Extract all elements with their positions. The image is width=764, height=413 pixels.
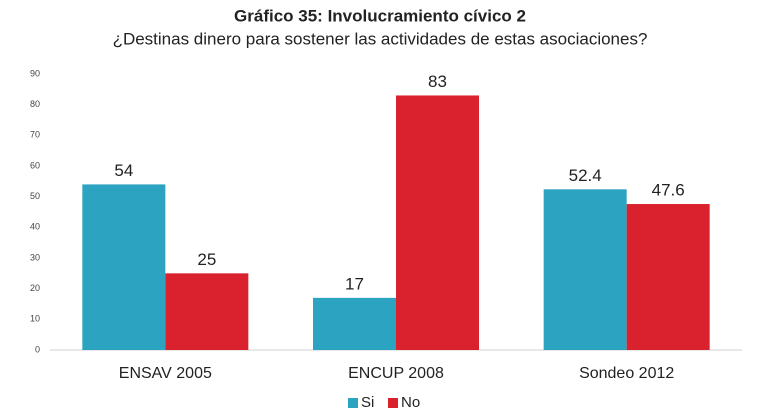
y-tick-label: 10 — [30, 314, 40, 324]
bar — [396, 95, 479, 350]
y-tick-label: 20 — [30, 283, 40, 293]
y-tick-label: 30 — [30, 252, 40, 262]
bar — [82, 184, 166, 350]
x-tick-label: ENCUP 2008 — [348, 365, 444, 382]
legend-label: No — [401, 394, 420, 411]
chart-subtitle: ¿Destinas dinero para sostener las activ… — [113, 29, 648, 48]
y-tick-label: 60 — [30, 160, 40, 170]
value-label: 47.6 — [652, 181, 685, 200]
value-label: 54 — [114, 161, 133, 180]
value-label: 52.4 — [569, 166, 602, 185]
value-label: 25 — [197, 250, 216, 269]
chart-title: Gráfico 35: Involucramiento cívico 2 — [234, 6, 526, 25]
y-tick-label: 0 — [35, 344, 40, 354]
x-tick-label: ENSAV 2005 — [119, 365, 212, 382]
bar — [543, 189, 627, 350]
value-label: 83 — [428, 72, 447, 91]
value-label: 17 — [345, 274, 364, 293]
bar — [626, 204, 710, 350]
y-tick-label: 40 — [30, 222, 40, 232]
y-tick-label: 50 — [30, 191, 40, 201]
bar — [313, 297, 396, 350]
y-tick-label: 90 — [30, 68, 40, 78]
y-tick-label: 70 — [30, 130, 40, 140]
legend-label: Si — [361, 394, 374, 411]
y-tick-label: 80 — [30, 99, 40, 109]
legend-swatch — [348, 398, 358, 408]
bar — [165, 273, 249, 350]
x-tick-label: Sondeo 2012 — [579, 365, 674, 382]
legend-swatch — [388, 398, 398, 408]
